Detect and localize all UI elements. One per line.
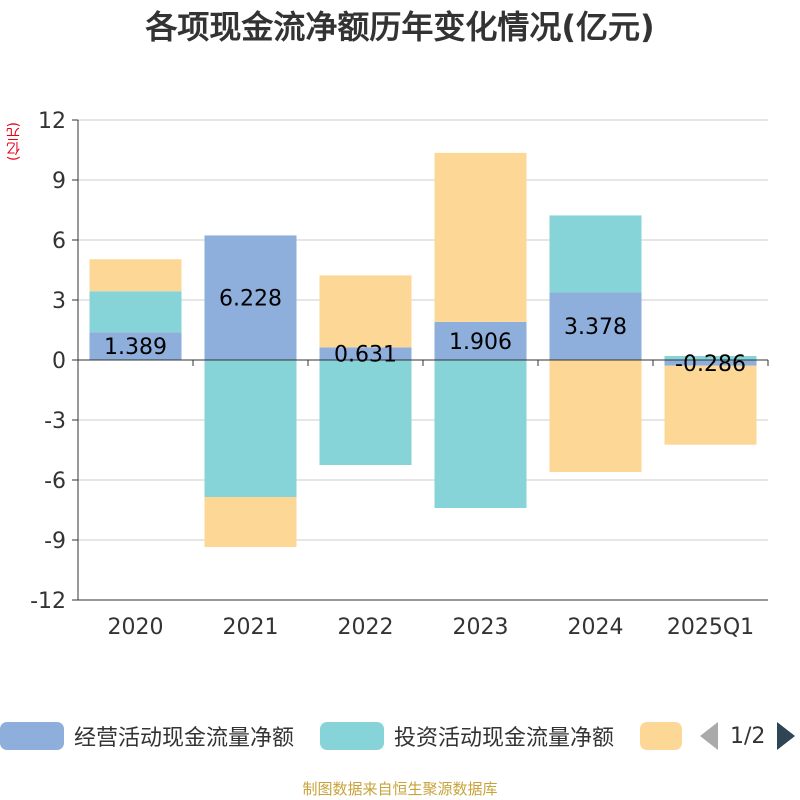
data-label-operating: 6.228: [219, 287, 282, 312]
data-label-operating: 1.389: [104, 335, 167, 360]
legend-item-investing[interactable]: 投资活动现金流量净额: [320, 716, 614, 756]
bar-investing-2023: [434, 360, 527, 508]
y-tick-label: 6: [52, 229, 66, 254]
bar-operating-2024: [549, 292, 642, 360]
bar-operating-2025Q1: [664, 360, 757, 366]
y-tick-label: 9: [52, 169, 66, 194]
data-label-operating: 1.906: [449, 330, 512, 355]
bar-investing-2025Q1: [664, 356, 757, 360]
x-category-label: 2020: [108, 615, 164, 640]
legend-swatch-financing: [640, 722, 682, 750]
x-category-label: 2024: [568, 615, 624, 640]
bar-investing-2024: [549, 215, 642, 293]
legend-next-page-icon[interactable]: [777, 722, 796, 750]
bar-investing-2022: [319, 360, 412, 465]
y-tick-label: -12: [30, 589, 66, 614]
chart-title: 各项现金流净额历年变化情况(亿元): [145, 8, 655, 46]
bar-financing-2022: [319, 275, 412, 348]
y-tick-label: 3: [52, 289, 66, 314]
legend-page-indicator: 1/2: [730, 723, 766, 749]
legend-item-operating[interactable]: 经营活动现金流量净额: [0, 716, 294, 756]
legend: 经营活动现金流量净额 投资活动现金流量净额 1/2: [0, 716, 800, 756]
legend-label-operating: 经营活动现金流量净额: [74, 726, 295, 751]
y-tick-label: -3: [44, 409, 66, 434]
data-label-operating: 0.631: [334, 343, 397, 368]
bar-financing-2021: [204, 497, 297, 547]
bar-financing-2025Q1: [664, 365, 757, 445]
bar-operating-2023: [434, 321, 527, 360]
y-tick-label: -6: [44, 469, 66, 494]
data-label-operating: 3.378: [564, 315, 627, 340]
bar-investing-2021: [204, 360, 297, 497]
bar-financing-2023: [434, 152, 527, 322]
legend-item-financing[interactable]: [640, 716, 682, 756]
bar-financing-2024: [549, 360, 642, 472]
legend-prev-page-icon[interactable]: [700, 722, 718, 750]
bar-financing-2020: [89, 259, 182, 292]
legend-label-investing: 投资活动现金流量净额: [394, 726, 615, 751]
bar-operating-2021: [204, 235, 297, 360]
legend-swatch-operating: [0, 722, 64, 750]
legend-pager: 1/2: [700, 716, 796, 756]
data-source-note: 制图数据来自恒生聚源数据库: [302, 780, 498, 798]
bar-operating-2022: [319, 347, 412, 360]
cash-flow-chart: 12 9 6 3 0 -3 -6 -9 -12 2020 2021 2022 2023 2024 2025Q…: [30, 109, 769, 640]
x-category-label: 2022: [338, 615, 394, 640]
data-label-operating: -0.286: [675, 352, 746, 377]
y-tick-label: 0: [52, 349, 66, 374]
x-category-label: 2025Q1: [667, 615, 754, 640]
y-tick-label: -9: [44, 529, 66, 554]
legend-swatch-investing: [320, 722, 384, 750]
y-tick-label: 12: [38, 109, 66, 134]
x-category-label: 2023: [453, 615, 509, 640]
bar-operating-2020: [89, 332, 182, 360]
bar-investing-2020: [89, 291, 182, 333]
x-category-label: 2021: [223, 615, 279, 640]
